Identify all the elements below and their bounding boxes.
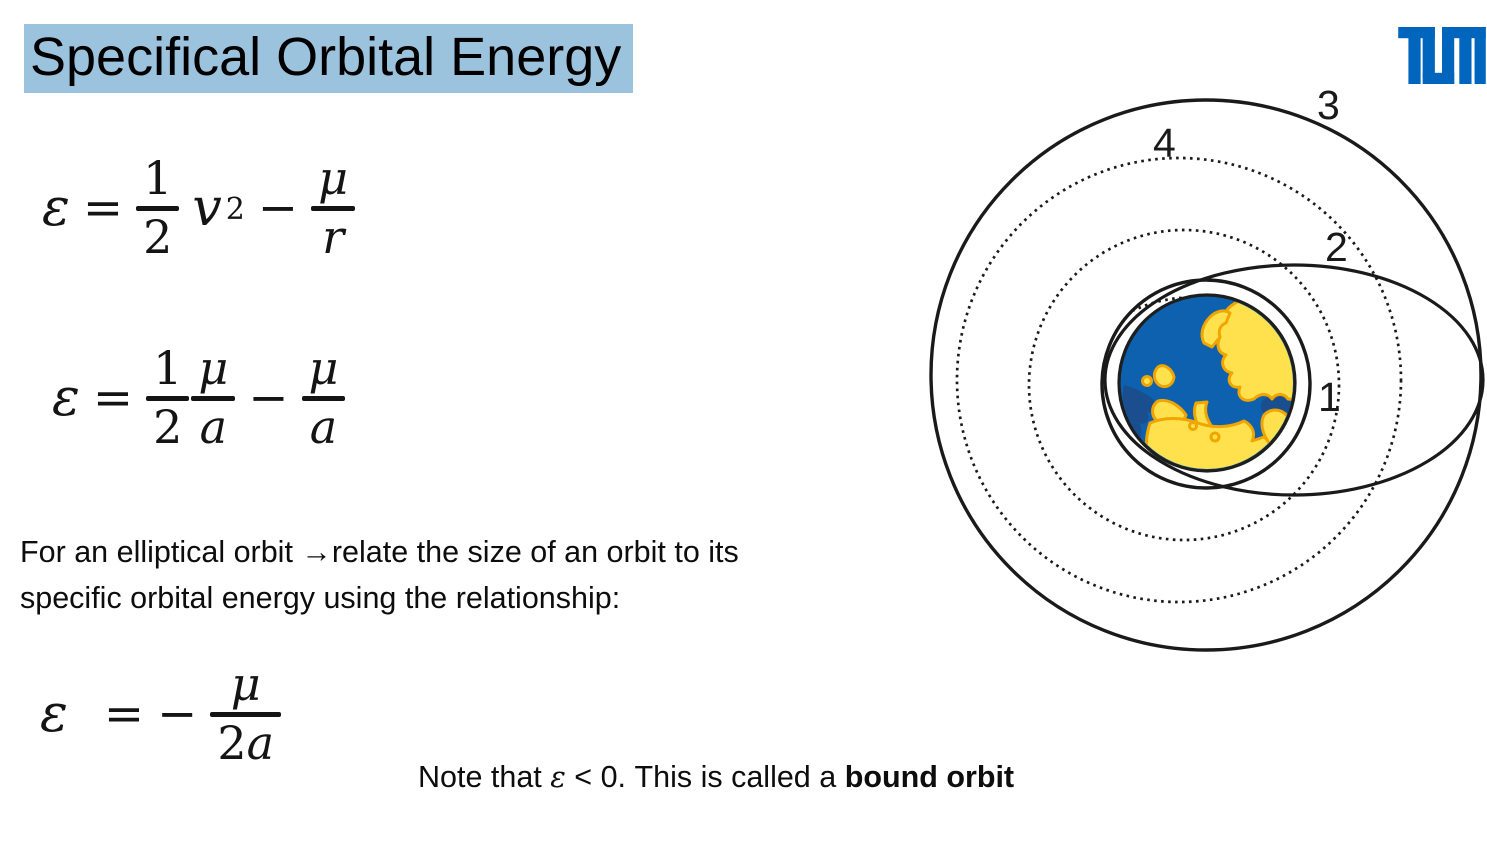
tum-logo-glyph bbox=[1398, 27, 1486, 84]
body-text: For an elliptical orbit →relate the size… bbox=[20, 529, 920, 622]
orbit-4-label: 4 bbox=[1153, 120, 1176, 166]
note-bound-orbit: bound orbit bbox=[844, 760, 1015, 794]
body-text-line1: For an elliptical orbit →relate the size… bbox=[20, 535, 739, 569]
fraction-bar bbox=[311, 205, 356, 211]
equals-sign: = bbox=[82, 180, 124, 236]
epsilon-symbol: ε bbox=[42, 178, 70, 238]
fraction-bar bbox=[210, 711, 282, 717]
epsilon-symbol: ε bbox=[52, 368, 80, 428]
minus-sign: − bbox=[248, 370, 289, 426]
orbit-4-dotted-circle bbox=[955, 156, 1403, 604]
fraction-product: 1 2 μ a bbox=[146, 342, 236, 453]
slide-title: Specifical Orbital Energy bbox=[24, 24, 634, 93]
formula-bound-orbit-energy: ε = − μ 2a bbox=[40, 652, 282, 776]
formula-specific-energy-velocity: ε = 1 2 v 2 − μ r bbox=[42, 146, 356, 270]
formula-specific-energy-sma: ε = 1 2 μ a − μ a bbox=[52, 336, 346, 460]
equals-sign: = bbox=[92, 370, 134, 426]
exponent: 2 bbox=[225, 192, 245, 227]
orbit-3-label: 3 bbox=[1317, 85, 1340, 128]
equals-sign: = bbox=[103, 686, 145, 742]
fraction-one-half: 1 2 bbox=[136, 152, 180, 263]
orbit-2-label: 2 bbox=[1325, 224, 1348, 270]
note-middle: < 0. This is called a bbox=[565, 760, 845, 794]
transfer-orbit-dotted-circle bbox=[1027, 228, 1341, 542]
epsilon-symbol: ε bbox=[550, 760, 566, 794]
orbit-2-ellipse bbox=[1103, 263, 1485, 497]
epsilon-symbol: ε bbox=[40, 684, 68, 744]
fraction-mu-over-a: μ a bbox=[301, 342, 346, 453]
fraction-one-half: 1 2 bbox=[146, 342, 190, 453]
orbit-labels: 3 4 2 1 bbox=[1153, 85, 1348, 420]
minus-sign: − bbox=[257, 180, 299, 236]
velocity-squared: v 2 bbox=[192, 178, 245, 238]
fraction-bar bbox=[136, 205, 180, 211]
fraction-mu-over-2a: μ 2a bbox=[210, 658, 282, 769]
fraction-bar bbox=[146, 395, 190, 401]
orbit-1-label: 1 bbox=[1318, 374, 1341, 420]
orbit-3-circle bbox=[929, 98, 1483, 652]
tum-logo bbox=[1398, 27, 1486, 84]
fraction-bar bbox=[301, 395, 346, 401]
fraction-mu-over-a: μ a bbox=[191, 342, 236, 453]
fraction-bar bbox=[191, 395, 236, 401]
fraction-mu-over-r: μ r bbox=[311, 152, 356, 263]
orbit-diagram: 3 4 2 1 bbox=[929, 85, 1485, 652]
orbit-1-circle bbox=[1100, 278, 1312, 490]
minus-sign: − bbox=[157, 686, 198, 742]
note-text: Note that ε < 0. This is called a bound … bbox=[418, 760, 1014, 795]
body-text-line2: specific orbital energy using the relati… bbox=[20, 581, 621, 616]
note-prefix: Note that bbox=[418, 760, 551, 794]
